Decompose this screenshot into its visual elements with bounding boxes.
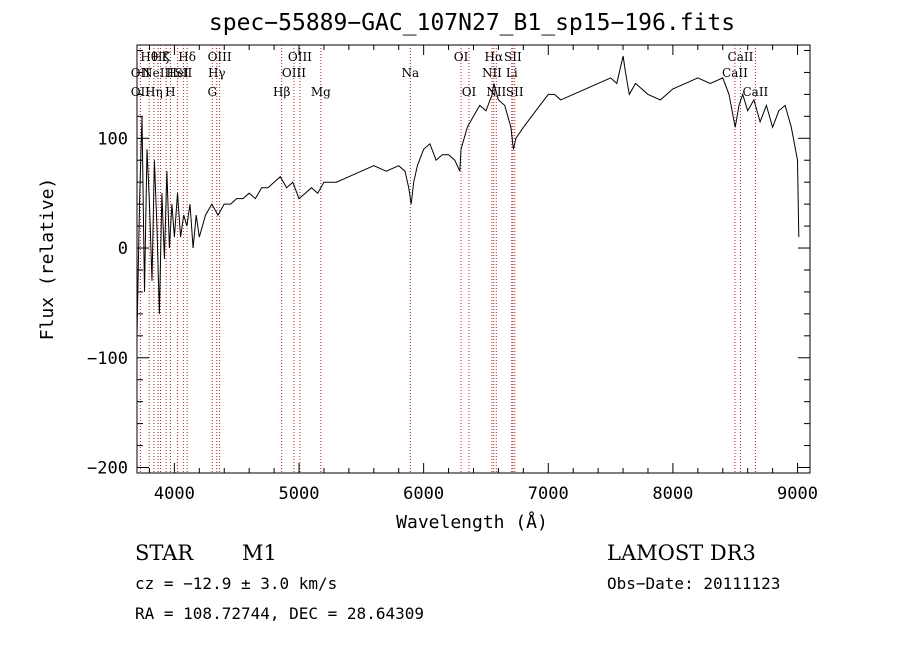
y-tick-label: 100 [97,129,128,149]
line-marker-label: Hδ [178,50,196,64]
line-marker-label: NII [482,66,502,80]
line-marker-label: Li [506,66,518,80]
line-marker-label: Mg [311,85,331,99]
x-tick-label: 4000 [154,484,195,504]
object-class: STAR [135,541,194,565]
line-marker-label: OIII [282,66,306,80]
x-tick-label: 5000 [279,484,320,504]
redshift-velocity: cz = −12.9 ± 3.0 km/s [135,574,337,593]
x-tick-label: 6000 [403,484,444,504]
line-marker-label: SII [504,50,522,64]
plot-frame [136,44,811,474]
line-marker-label: OI [454,50,469,64]
observation-date: Obs−Date: 20111123 [607,574,780,593]
line-marker-label: Hα [485,50,504,64]
line-marker-label: OIII [288,50,312,64]
line-marker-label: Na [401,66,419,80]
line-marker-label: CaII [742,85,768,99]
line-marker-label: OI [462,85,477,99]
line-marker-label: SII [506,85,524,99]
spectrum-series [136,55,800,336]
x-tick-label: 8000 [652,484,693,504]
line-marker-label: CaII [722,66,748,80]
object-subclass: M1 [242,541,277,565]
line-marker-label: Hθ [140,50,158,64]
y-tick-label: −100 [87,349,128,369]
line-marker-label: Hγ [208,66,226,80]
survey-name: LAMOST DR3 [607,541,756,565]
x-tick-label: 9000 [777,484,818,504]
line-marker-label: NeIII [142,66,174,80]
x-axis-title: Wavelength (Å) [396,511,548,533]
line-marker-label: G [207,85,217,99]
x-axis-ticks: 4000 5000 6000 7000 8000 9000 [148,45,818,504]
line-marker-label: OII [131,66,151,80]
y-axis-title: Flux (relative) [37,178,58,341]
line-marker-label: K [162,50,172,64]
line-marker-label: OII [131,85,151,99]
x-tick-label: 7000 [528,484,569,504]
y-tick-label: −200 [87,459,128,479]
y-tick-label: 0 [118,239,128,259]
line-marker-label: Hζ [152,50,169,64]
line-marker-label: CaII [728,50,754,64]
y-axis-ticks: −200 −100 0 100 [87,49,810,479]
line-marker-label: Hβ [273,85,290,99]
spectrum-line [136,55,800,336]
line-marker-labels: OIIOIIHθHηNeIIIHζKHHeISIIHδGHγOIIIHβOIII… [131,50,769,99]
line-markers [139,45,756,473]
line-marker-label: HeI [166,66,189,80]
line-marker-label: Hη [145,85,163,99]
chart-title: spec−55889−GAC_107N27_B1_sp15−196.fits [209,10,735,36]
line-marker-label: H [165,85,175,99]
line-marker-label: SII [175,66,193,80]
line-marker-label: OIII [208,50,232,64]
sky-coordinates: RA = 108.72744, DEC = 28.64309 [135,604,424,623]
